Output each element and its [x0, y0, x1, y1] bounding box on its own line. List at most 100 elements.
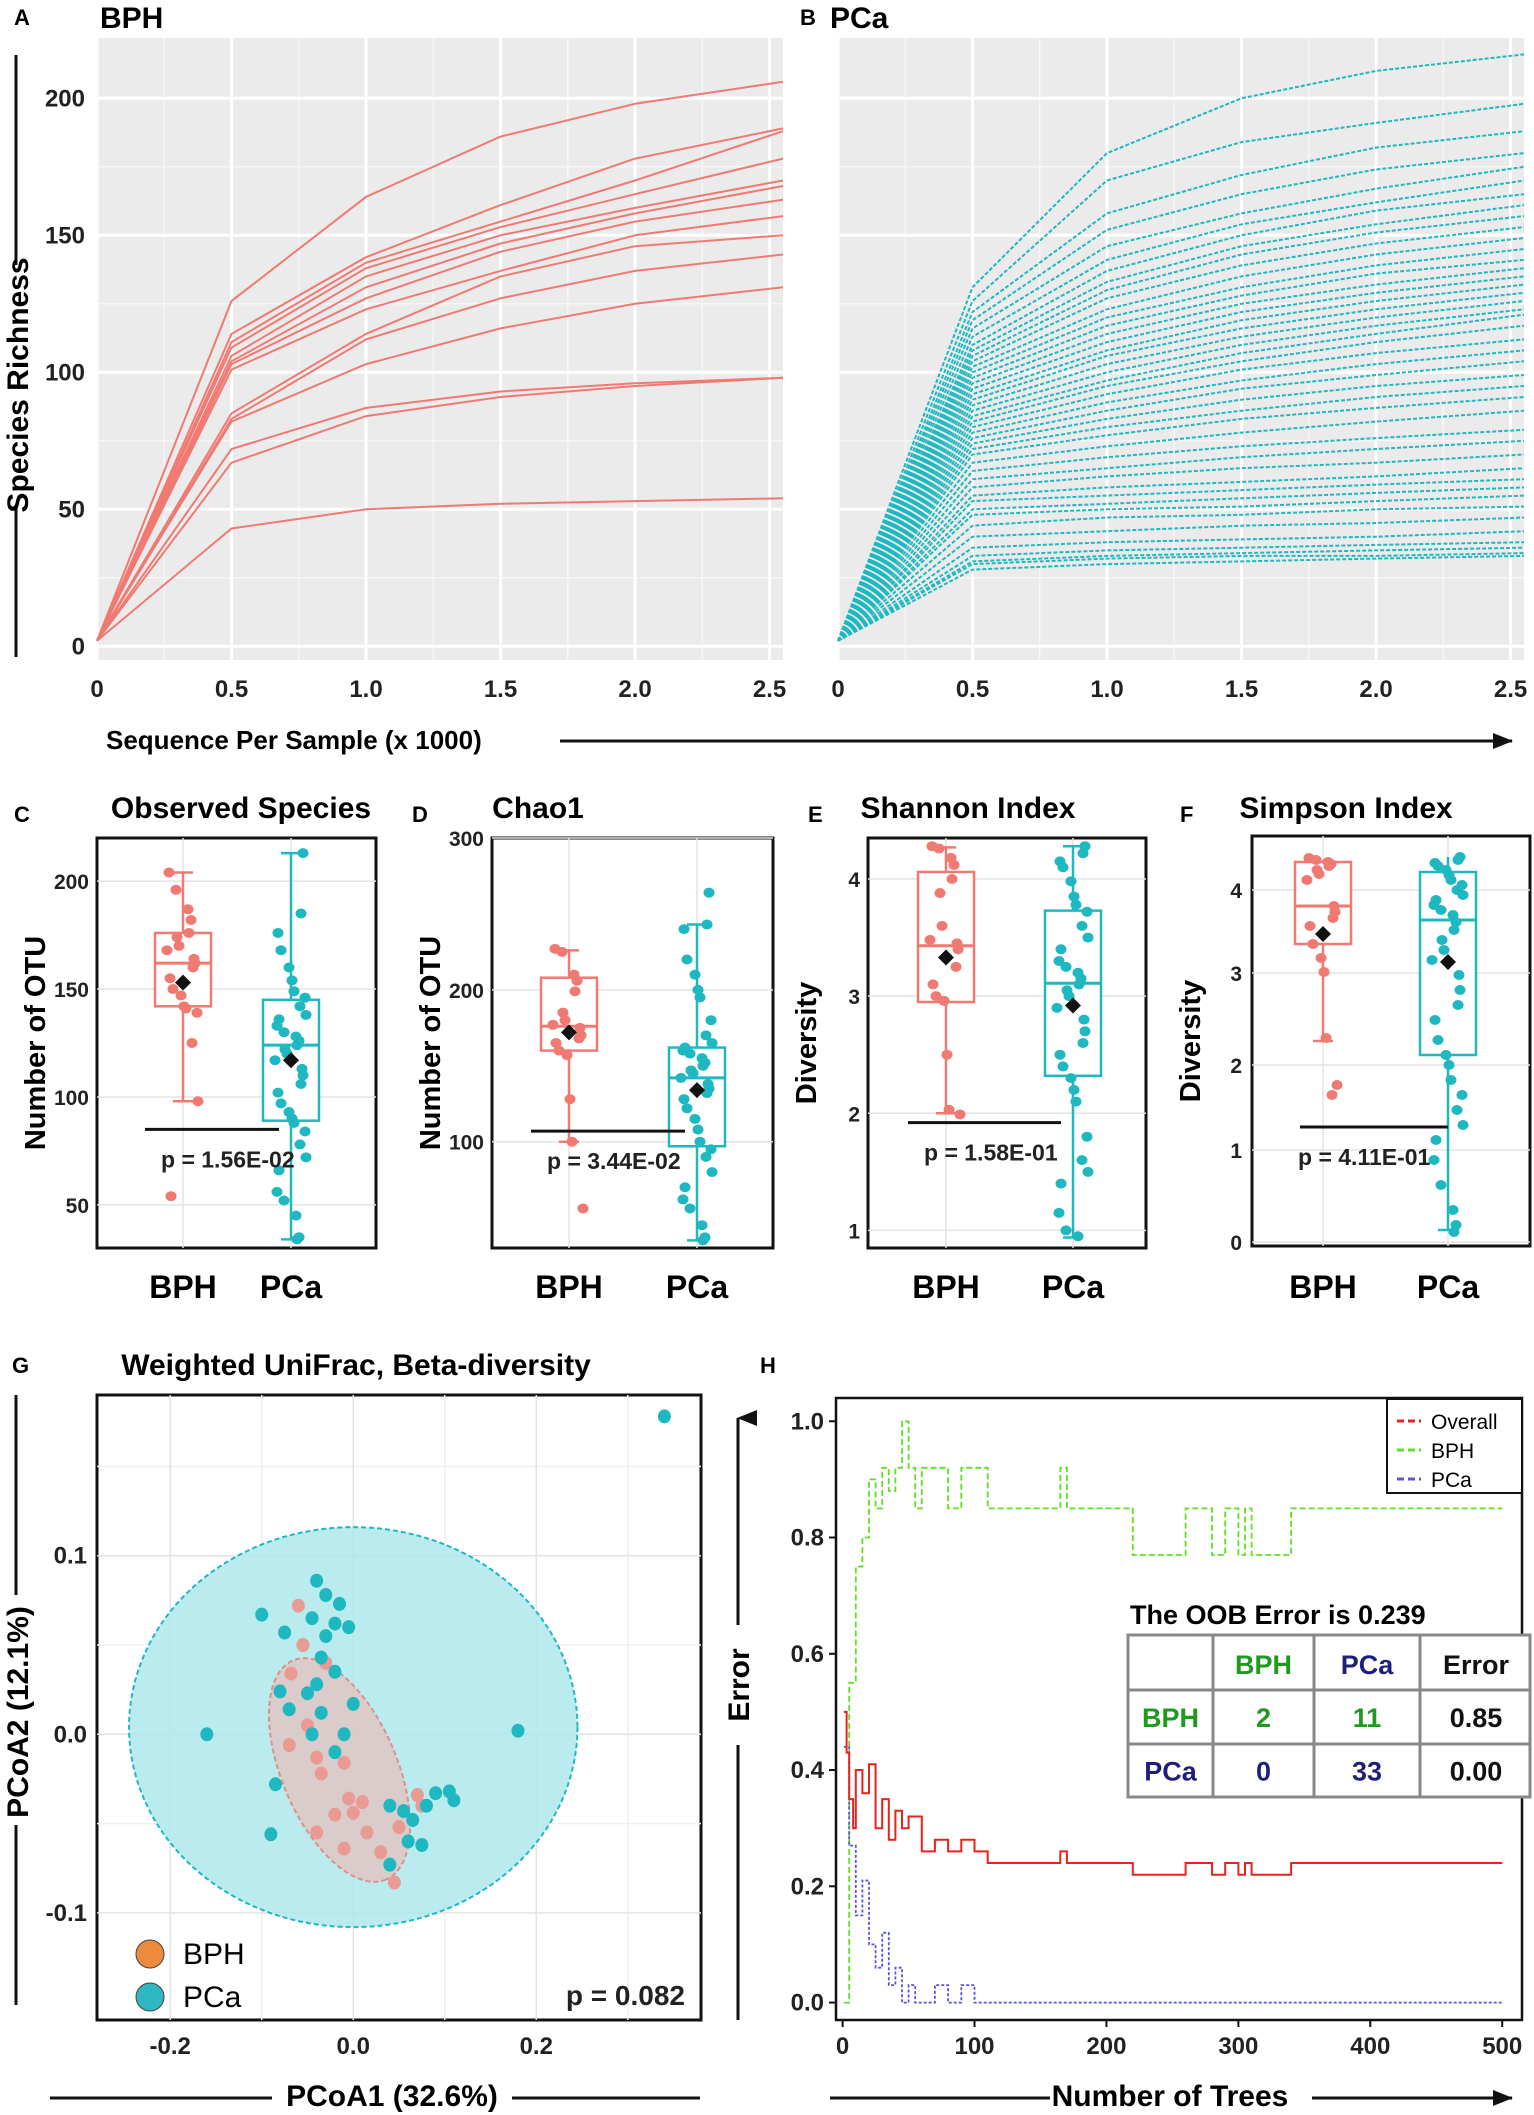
- p-value-label: p = 1.56E-02: [161, 1146, 295, 1172]
- data-point: [1432, 1035, 1444, 1045]
- data-point: [300, 1152, 312, 1163]
- series-line-29: [837, 428, 1525, 642]
- y-tick-label: 0: [1230, 1232, 1242, 1255]
- pca-point: [337, 1727, 351, 1742]
- data-point: [167, 984, 179, 995]
- data-point: [1326, 1090, 1338, 1100]
- data-point: [930, 991, 942, 1002]
- data-point: [1051, 1002, 1063, 1013]
- pca-point: [328, 1745, 342, 1760]
- data-point: [934, 888, 946, 899]
- series-line-10: [96, 253, 784, 642]
- data-point: [299, 992, 311, 1003]
- panel-c-boxplot: p = 1.56E-02 50 100 150 200 BPH PCa Number of O…: [20, 836, 378, 1305]
- data-point: [1436, 935, 1448, 945]
- series-line-32: [837, 467, 1525, 642]
- y-tick-label: 50: [58, 496, 85, 523]
- panel-a-background: [97, 38, 783, 660]
- data-point: [943, 1104, 955, 1115]
- data-point: [1078, 1014, 1090, 1025]
- data-point: [295, 1079, 307, 1089]
- plot-frame: [490, 836, 775, 1250]
- series-line-7: [837, 193, 1525, 642]
- data-point: [700, 1151, 712, 1162]
- data-point: [1438, 945, 1450, 955]
- panel-label-d: D: [412, 802, 428, 827]
- series-line-2: [96, 127, 784, 642]
- data-point: [705, 1015, 717, 1026]
- bph-point: [387, 1875, 401, 1890]
- panel-f-boxplot: 0 1 2 3 4 p = 4.11E-01 BPH PCa Diversity: [1175, 834, 1532, 1305]
- pca-point: [401, 1834, 415, 1849]
- y-axis-title: Number of OTU: [415, 936, 447, 1150]
- pca-point: [419, 1798, 433, 1813]
- series-line-14: [837, 267, 1525, 642]
- table-cell: 2: [1256, 1703, 1271, 1733]
- mean-marker: [283, 1052, 299, 1069]
- pca-point: [310, 1573, 324, 1588]
- data-point: [1310, 855, 1322, 865]
- data-point: [1063, 991, 1075, 1002]
- y-tick-label: 0.0: [54, 1721, 87, 1748]
- y-tick-label: 200: [54, 871, 89, 894]
- series-line-6: [837, 179, 1525, 642]
- panel-d-boxplot: p = 3.44E-02 100 200 300 BPH PCa Number of OTU: [415, 828, 775, 1305]
- y-tick-label: 100: [449, 1132, 484, 1155]
- y-tick-label: 0.4: [791, 1757, 825, 1784]
- category-label: BPH: [912, 1269, 980, 1305]
- data-point: [678, 924, 690, 935]
- bph-point: [392, 1820, 406, 1835]
- data-point: [678, 1094, 690, 1105]
- data-point: [294, 1139, 306, 1150]
- bph-point: [328, 1807, 342, 1822]
- series-line-8: [837, 204, 1525, 642]
- y-tick-label: 0: [72, 633, 85, 660]
- data-point: [1055, 944, 1067, 955]
- pca-point: [305, 1611, 319, 1626]
- error-label-bg: [722, 1625, 754, 1745]
- panel-label-e: E: [808, 802, 823, 827]
- data-point: [550, 1038, 562, 1048]
- y-tick-label: 150: [54, 979, 89, 1002]
- series-line-1: [96, 80, 784, 642]
- y-tick-label: 3: [848, 986, 860, 1009]
- series-line-3: [837, 130, 1525, 642]
- mean-marker: [1440, 954, 1456, 970]
- bph-point: [284, 1666, 298, 1681]
- y-tick-label: 4: [1230, 880, 1242, 903]
- data-point: [954, 1109, 966, 1120]
- series-line-4: [837, 152, 1525, 642]
- series-line-8: [96, 215, 784, 642]
- pca-point: [447, 1793, 461, 1808]
- data-point: [1076, 1155, 1088, 1166]
- data-point: [689, 969, 701, 980]
- y-tick-label: 200: [45, 85, 85, 112]
- data-point: [1445, 1075, 1457, 1085]
- series-line-35: [837, 494, 1525, 642]
- series-line-40: [837, 546, 1525, 642]
- pca-point: [268, 1777, 282, 1792]
- y-tick-label: 1: [848, 1220, 860, 1243]
- pcoa2-label-bg: [2, 1595, 32, 1825]
- data-point: [1070, 1096, 1082, 1107]
- data-point: [1315, 953, 1327, 963]
- bph-point: [314, 1766, 328, 1781]
- data-point: [571, 975, 583, 986]
- bph-point: [355, 1795, 369, 1810]
- table-cell: 0.00: [1450, 1757, 1503, 1787]
- data-point: [1428, 1155, 1440, 1165]
- y-axis-title: Diversity: [791, 982, 823, 1105]
- pca-point: [255, 1607, 269, 1622]
- data-point: [547, 1019, 559, 1030]
- y-tick-label: 150: [45, 222, 85, 249]
- data-point: [952, 944, 964, 955]
- data-point: [706, 1167, 718, 1178]
- series-line-37: [837, 516, 1525, 642]
- y-tick-label: 4: [848, 869, 860, 892]
- series-line-11: [837, 237, 1525, 642]
- data-point: [1060, 1225, 1072, 1236]
- plot-frame: [866, 836, 1148, 1250]
- data-point: [553, 1045, 565, 1056]
- data-point: [941, 1049, 953, 1060]
- data-point: [701, 919, 713, 930]
